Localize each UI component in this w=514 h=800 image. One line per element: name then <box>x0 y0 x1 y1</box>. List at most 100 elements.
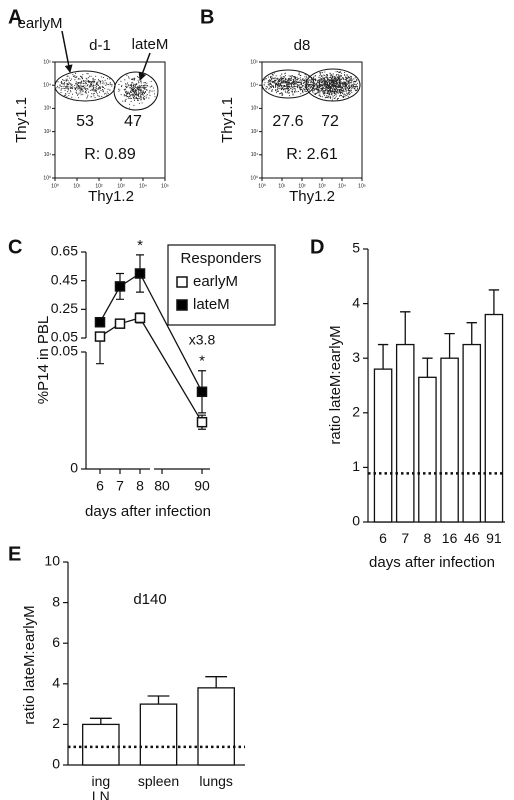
y-tick-label: 10³ <box>44 106 52 112</box>
event-dot <box>338 74 340 76</box>
event-dot <box>90 83 92 86</box>
event-dot <box>137 86 139 88</box>
event-dot <box>308 80 310 82</box>
event-dot <box>309 84 311 86</box>
event-dot <box>324 77 326 79</box>
event-dot <box>126 93 128 96</box>
event-dot <box>288 75 290 77</box>
gate-arrow <box>61 30 73 73</box>
event-dot <box>132 82 134 84</box>
event-dot <box>60 86 62 88</box>
event-dot <box>314 88 316 90</box>
event-dot <box>99 81 102 83</box>
event-dot <box>341 91 343 93</box>
bar <box>484 313 504 523</box>
event-dot <box>88 91 90 93</box>
event-dot <box>94 89 96 91</box>
event-dot <box>349 82 351 84</box>
event-dot <box>324 83 326 85</box>
event-dot <box>80 85 82 88</box>
event-dot <box>344 84 346 86</box>
event-dot <box>347 89 349 92</box>
event-dot <box>74 88 76 90</box>
event-dot <box>265 88 267 90</box>
event-dot <box>312 87 314 89</box>
event-dot <box>136 92 138 94</box>
event-dot <box>313 83 315 85</box>
event-dot <box>346 94 348 97</box>
event-dot <box>84 91 86 93</box>
event-dot <box>128 76 130 78</box>
event-dot <box>79 75 82 77</box>
event-dot <box>66 80 68 82</box>
event-dot <box>337 84 339 86</box>
event-dot <box>99 86 101 88</box>
event-dot <box>70 83 72 85</box>
event-dot <box>265 85 267 87</box>
event-dot <box>337 98 339 100</box>
event-dot <box>334 76 336 78</box>
event-dot <box>104 88 106 90</box>
error-bar <box>444 332 455 359</box>
event-dot <box>73 87 75 89</box>
event-dot <box>139 85 141 87</box>
event-dot <box>349 77 351 79</box>
event-dot <box>298 81 300 83</box>
event-dot <box>151 85 153 87</box>
event-dot <box>328 86 330 88</box>
event-dot <box>324 74 326 77</box>
event-dot <box>328 78 330 80</box>
event-dot <box>319 72 321 74</box>
event-dot <box>136 76 139 78</box>
panel-letter: D <box>310 236 324 258</box>
event-dot <box>126 86 128 88</box>
event-dot <box>320 72 322 74</box>
event-dot <box>278 85 281 87</box>
event-dot <box>324 85 326 87</box>
y-axis-label: ratio lateM:earlyM <box>327 325 344 444</box>
event-dot <box>298 72 300 74</box>
event-dot <box>127 91 129 93</box>
x-tick-label: 10³ <box>318 183 326 189</box>
event-dot <box>340 95 343 97</box>
event-dot <box>326 81 328 83</box>
event-dot <box>78 92 80 94</box>
event-dot <box>145 95 147 97</box>
event-dot <box>343 95 345 97</box>
event-dot <box>294 82 296 84</box>
event-dot <box>263 84 265 86</box>
event-dot <box>344 94 346 96</box>
event-dot <box>65 93 67 95</box>
event-dot <box>347 91 350 93</box>
event-dot <box>331 77 333 79</box>
event-dot <box>302 79 305 81</box>
event-dot <box>347 96 349 98</box>
point <box>114 281 126 292</box>
event-dot <box>299 80 301 82</box>
event-dot <box>336 99 338 101</box>
event-dot <box>273 82 275 84</box>
event-dot <box>83 82 85 84</box>
event-dot <box>324 92 326 94</box>
event-dot <box>284 88 286 90</box>
event-dot <box>334 93 336 95</box>
point <box>196 416 208 428</box>
event-dot <box>318 79 320 81</box>
event-dot <box>60 89 62 91</box>
event-dot <box>271 89 273 92</box>
event-dot <box>309 87 311 89</box>
event-dot <box>75 81 77 83</box>
event-dot <box>60 81 62 83</box>
event-dot <box>350 89 352 91</box>
x-tick-label: 10⁴ <box>139 183 147 189</box>
event-dot <box>69 86 71 88</box>
x-tick-label: 8 <box>136 478 144 494</box>
event-dot <box>332 87 334 89</box>
event-dot <box>300 88 302 90</box>
event-dot <box>294 85 296 87</box>
event-dot <box>269 79 271 81</box>
event-dot <box>274 82 277 84</box>
event-dot <box>271 73 273 75</box>
event-dot <box>350 82 352 84</box>
